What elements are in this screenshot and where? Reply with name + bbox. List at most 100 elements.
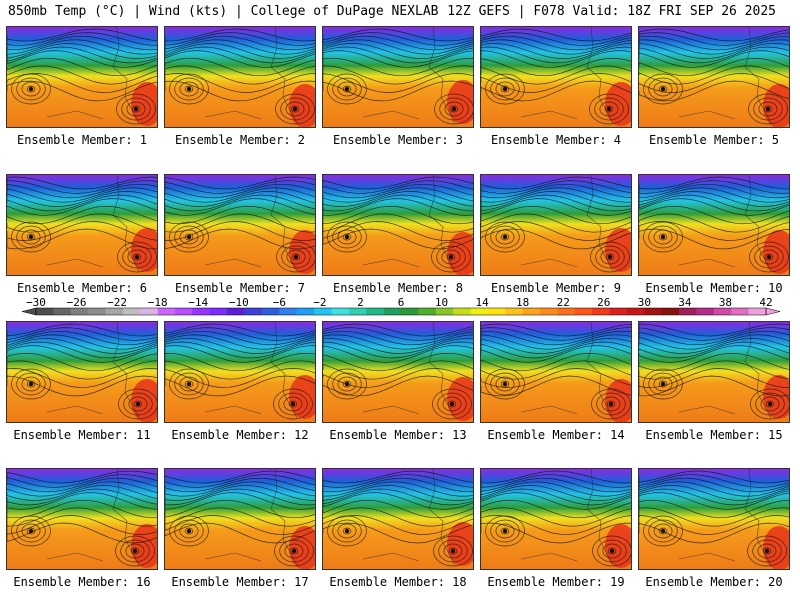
height-contour — [337, 81, 357, 97]
height-contour — [323, 198, 473, 216]
height-contour — [26, 527, 36, 535]
height-contour — [323, 187, 473, 203]
height-contour — [481, 327, 631, 341]
coastline — [362, 322, 456, 419]
colorbar-tick-label: 6 — [398, 296, 405, 309]
height-contour — [639, 194, 789, 212]
low-center-marker — [608, 401, 614, 407]
low-center-marker — [28, 234, 34, 240]
height-contour — [21, 81, 41, 97]
ensemble-map-panel — [638, 26, 790, 128]
height-contour — [289, 547, 299, 555]
low-center-marker — [291, 548, 297, 554]
height-contour — [323, 80, 473, 102]
height-contour — [130, 547, 140, 555]
colorbar-tick-label: 26 — [597, 296, 610, 309]
height-contour — [639, 334, 789, 350]
low-center-marker — [766, 254, 772, 260]
height-contour — [184, 85, 194, 93]
height-contour — [639, 341, 789, 359]
colorbar-swatch — [261, 308, 280, 315]
ensemble-member-label: Ensemble Member: 7 — [174, 281, 306, 295]
low-center-marker — [186, 381, 192, 387]
height-contour — [481, 485, 631, 501]
height-contour — [165, 57, 315, 77]
height-contour — [179, 81, 199, 97]
height-contour — [7, 327, 157, 341]
colorbar-swatch — [453, 308, 471, 315]
height-contour — [481, 50, 631, 68]
colorbar-swatch — [348, 308, 367, 315]
height-contour — [7, 50, 157, 68]
height-contour — [639, 323, 789, 337]
colorbar-tick-label: −2 — [313, 296, 326, 309]
colorbar-swatch — [175, 308, 193, 315]
colorbar-swatch — [36, 308, 54, 315]
ensemble-map-panel — [638, 174, 790, 276]
low-center-marker — [767, 401, 773, 407]
low-center-marker — [451, 106, 457, 112]
colorbar-tick-label: −26 — [67, 296, 87, 309]
low-center-marker — [186, 234, 192, 240]
warm-anomaly — [447, 80, 473, 124]
height-contour — [7, 492, 157, 510]
height-contour — [280, 97, 310, 121]
height-contour — [495, 376, 515, 392]
ensemble-member-label: Ensemble Member: 20 — [645, 575, 783, 589]
height-contour — [165, 368, 315, 388]
colorbar-tick-label: −14 — [188, 296, 208, 309]
height-contour — [749, 241, 789, 273]
height-contour — [323, 341, 473, 359]
colorbar-swatch — [209, 308, 228, 315]
height-contour — [26, 233, 36, 241]
height-contour — [431, 241, 471, 273]
height-contour — [481, 213, 631, 233]
height-contour — [639, 35, 789, 51]
height-contour — [21, 376, 41, 392]
height-contour — [165, 221, 315, 241]
height-contour — [7, 477, 157, 493]
height-contour — [639, 183, 789, 199]
height-contour — [648, 77, 678, 101]
height-contour — [7, 368, 157, 388]
ensemble-member-label: Ensemble Member: 1 — [16, 133, 148, 147]
colorbar-swatch — [331, 308, 350, 315]
ensemble-map-panel — [480, 321, 632, 423]
height-contour — [481, 515, 631, 535]
height-contour — [639, 470, 789, 484]
height-contour — [658, 527, 668, 535]
height-contour — [169, 368, 209, 400]
height-contour — [7, 43, 157, 59]
height-contour — [7, 330, 157, 346]
height-contour — [7, 191, 157, 207]
height-contour — [481, 73, 631, 93]
height-contour — [481, 470, 631, 484]
height-contour — [590, 241, 630, 273]
ensemble-member-label: Ensemble Member: 2 — [174, 133, 306, 147]
height-contour — [21, 523, 41, 539]
height-contour — [481, 191, 631, 207]
height-contour — [639, 375, 789, 397]
height-contour — [184, 527, 194, 535]
height-contour — [7, 213, 157, 233]
height-contour — [639, 205, 789, 225]
height-contour — [323, 183, 473, 199]
height-contour — [7, 488, 157, 506]
height-contour — [128, 396, 148, 412]
height-contour — [500, 233, 510, 241]
colorbar-tick-label: 18 — [516, 296, 529, 309]
height-contour — [481, 43, 631, 59]
height-contour — [174, 225, 204, 249]
coastline — [46, 322, 140, 419]
height-contour — [327, 368, 367, 400]
header-title: 850mb Temp (°C) | Wind (kts) | College o… — [8, 4, 439, 19]
height-contour — [592, 535, 631, 567]
height-contour — [323, 338, 473, 354]
low-center-marker — [28, 381, 34, 387]
coastline — [204, 469, 298, 566]
height-contour — [133, 400, 143, 408]
height-contour — [597, 539, 627, 563]
colorbar-swatch — [314, 308, 332, 315]
low-center-marker — [660, 381, 666, 387]
height-contour — [481, 352, 631, 372]
